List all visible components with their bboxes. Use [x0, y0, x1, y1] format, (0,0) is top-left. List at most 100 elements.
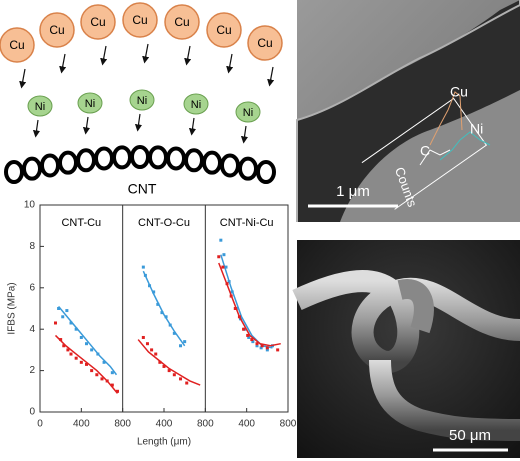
cnt-ring: [202, 150, 222, 175]
point: [183, 340, 187, 344]
fit-line: [218, 262, 281, 347]
point: [172, 373, 176, 377]
y-tick-label: 2: [29, 365, 35, 376]
point: [141, 265, 145, 269]
arrow: [226, 53, 234, 74]
cnt-ring: [94, 146, 114, 171]
sem-image-bottom: [292, 240, 520, 458]
cu-label: Cu: [257, 36, 272, 50]
y-tick-label: 0: [29, 407, 35, 418]
point: [233, 307, 237, 310]
arrow: [82, 116, 91, 135]
point: [247, 335, 251, 339]
cu-label: Cu: [174, 15, 189, 29]
arrow: [59, 53, 67, 74]
cu-label: Cu: [132, 13, 147, 27]
cnt-label: CNT: [128, 181, 157, 197]
arrow: [184, 45, 192, 66]
ni-label: Ni: [35, 101, 45, 113]
cnt-ring: [58, 150, 78, 175]
point: [54, 321, 57, 325]
cnt-ring: [148, 145, 168, 170]
x-axis-label: Length (μm): [137, 437, 191, 448]
point: [85, 342, 88, 346]
point: [162, 364, 166, 368]
point: [141, 335, 145, 339]
point: [69, 352, 73, 356]
point: [61, 315, 65, 319]
point: [152, 290, 156, 294]
arrow: [134, 113, 143, 132]
x-tick-label: 800: [197, 419, 214, 430]
cnt-ring: [4, 160, 24, 184]
point: [185, 381, 189, 385]
point: [110, 371, 114, 375]
point: [217, 255, 221, 259]
arrow: [240, 125, 249, 144]
point: [74, 327, 78, 331]
cu-atom: [247, 25, 283, 61]
point: [145, 342, 149, 346]
point: [62, 344, 66, 348]
point: [222, 253, 226, 257]
point: [179, 377, 183, 381]
schematic: Cu Cu Cu Cu Cu Cu Cu Ni Ni Ni Ni Ni CNT: [0, 2, 283, 197]
arrow: [19, 68, 27, 89]
cnt-ring: [22, 156, 42, 181]
point: [179, 344, 183, 348]
ni-atom: [129, 89, 155, 111]
cnt-ring: [256, 160, 276, 184]
ni-label: Ni: [191, 99, 201, 111]
point: [100, 377, 104, 381]
point: [79, 360, 83, 364]
point: [66, 348, 70, 352]
x-tick-label: 400: [156, 419, 173, 430]
ni-atom: [235, 101, 261, 123]
x-tick-label: 800: [114, 419, 131, 430]
sem-label: Cu: [450, 84, 468, 100]
cnt-ring: [238, 156, 258, 181]
point: [255, 342, 259, 346]
cu-label: Cu: [90, 15, 105, 29]
cnt-ring: [184, 148, 204, 173]
arrow: [100, 45, 108, 66]
cnt-ring: [112, 145, 132, 170]
point: [251, 340, 255, 344]
y-tick-label: 6: [29, 282, 35, 293]
plot-frame: [39, 204, 289, 413]
fit-line: [220, 254, 273, 349]
point: [276, 348, 280, 352]
point: [172, 331, 176, 335]
ni-label: Ni: [243, 107, 253, 119]
y-tick-label: 10: [24, 200, 36, 211]
ni-atom: [77, 92, 103, 114]
point: [65, 309, 69, 313]
x-tick-label: 400: [73, 419, 90, 430]
point: [102, 360, 106, 364]
scale-bar-label: 50 μm: [449, 427, 491, 444]
cnt-ring: [130, 145, 150, 169]
cnt-ring: [166, 146, 186, 171]
point: [150, 348, 154, 352]
y-axis-label: IFBS (MPa): [7, 282, 18, 334]
point: [57, 307, 61, 310]
y-tick-label: 8: [29, 241, 35, 252]
point: [167, 369, 171, 373]
sem-image-top: [296, 0, 520, 222]
ni-label: Ni: [137, 95, 147, 107]
cu-atom: [122, 2, 158, 38]
point: [219, 238, 223, 242]
fit-line: [137, 339, 201, 386]
arrow: [32, 119, 41, 138]
fit-line: [58, 305, 118, 376]
y-tick-label: 4: [29, 324, 35, 335]
arrow: [267, 66, 275, 87]
x-tick-label: 0: [37, 419, 43, 430]
cu-atom: [164, 4, 200, 40]
point: [85, 362, 88, 366]
panel-title: CNT-Cu: [61, 217, 101, 229]
point: [116, 389, 119, 393]
sem-label: Ni: [470, 121, 483, 137]
point: [221, 265, 225, 269]
